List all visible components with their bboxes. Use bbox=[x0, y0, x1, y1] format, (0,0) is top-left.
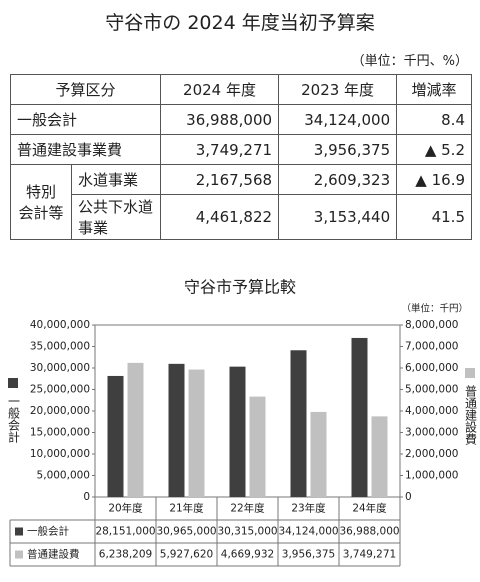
x-tick-label: 24年度 bbox=[352, 502, 387, 515]
cell: 公共下水道 事業 bbox=[71, 194, 161, 240]
bar bbox=[168, 363, 185, 497]
legend-swatch bbox=[15, 527, 23, 536]
cell: 36,988,000 bbox=[159, 104, 280, 135]
data-label: 5,927,620 bbox=[160, 549, 213, 561]
row: 特別 会計等 水道事業 2,167,568 2,609,323 ▲ 16.9 bbox=[10, 164, 472, 240]
y-tick-label: 0 bbox=[83, 491, 90, 503]
row: 普通建設事業費 3,749,271 3,956,375 ▲ 5.2 bbox=[10, 134, 472, 165]
y2-tick-label: 8,000,000 bbox=[405, 319, 458, 331]
y2-tick-label: 3,000,000 bbox=[405, 427, 458, 439]
y-axis-swatch bbox=[8, 378, 18, 388]
y-axis-title: 一般会計 bbox=[7, 395, 21, 443]
legend-swatch bbox=[15, 550, 23, 559]
cell: ▲ 5.2 bbox=[396, 134, 472, 165]
x-tick-label: 23年度 bbox=[291, 502, 326, 515]
bar bbox=[351, 337, 368, 497]
bar bbox=[229, 366, 246, 497]
y2-tick-label: 5,000,000 bbox=[405, 384, 458, 396]
cell: 3,956,375 bbox=[278, 134, 398, 165]
y2-tick-label: 4,000,000 bbox=[405, 405, 458, 417]
y2-axis-swatch bbox=[465, 368, 475, 378]
bar bbox=[249, 396, 266, 497]
y-tick-label: 10,000,000 bbox=[30, 448, 90, 460]
group-cell: 特別 会計等 bbox=[10, 164, 72, 240]
y2-axis-title: 普通建設費 bbox=[464, 385, 478, 445]
data-label: 34,124,000 bbox=[278, 526, 338, 538]
bar bbox=[127, 362, 144, 497]
row: 公共下水道 事業 4,461,822 3,153,440 41.5 bbox=[11, 194, 472, 240]
x-tick-label: 21年度 bbox=[169, 502, 204, 515]
cell: 4,461,822 bbox=[159, 194, 280, 240]
cell: ▲ 16.9 bbox=[396, 164, 472, 195]
data-label: 28,151,000 bbox=[95, 526, 155, 538]
budget-table: 予算区分 2024 年度 2023 年度 増減率 一般会計 36,988,000… bbox=[10, 74, 472, 240]
bar bbox=[188, 369, 205, 497]
cell: 34,124,000 bbox=[278, 104, 398, 135]
cell: 普通建設事業費 bbox=[10, 134, 161, 165]
data-label: 3,956,375 bbox=[282, 549, 335, 561]
bar bbox=[107, 375, 124, 497]
y2-tick-label: 7,000,000 bbox=[405, 341, 458, 353]
legend-label: 一般会計 bbox=[27, 525, 69, 538]
y-tick-label: 40,000,000 bbox=[30, 319, 90, 331]
y-tick-label: 5,000,000 bbox=[37, 470, 90, 482]
y-tick-label: 25,000,000 bbox=[30, 384, 90, 396]
data-label: 30,965,000 bbox=[156, 526, 216, 538]
header-row: 予算区分 2024 年度 2023 年度 増減率 bbox=[10, 74, 472, 105]
y2-tick-label: 6,000,000 bbox=[405, 362, 458, 374]
chart-unit: （単位：千円） bbox=[401, 303, 468, 315]
header-cell: 予算区分 bbox=[10, 74, 161, 105]
cell: 3,153,440 bbox=[278, 194, 398, 240]
header-cell: 増減率 bbox=[396, 74, 472, 105]
x-tick-label: 20年度 bbox=[108, 502, 143, 515]
cell: 2,609,323 bbox=[278, 164, 398, 195]
y2-tick-label: 2,000,000 bbox=[405, 448, 458, 460]
x-tick-label: 22年度 bbox=[230, 502, 265, 515]
header-cell: 2023 年度 bbox=[278, 74, 398, 105]
y2-tick-label: 0 bbox=[405, 491, 412, 503]
data-label: 3,749,271 bbox=[343, 549, 396, 561]
data-label: 6,238,209 bbox=[99, 549, 152, 561]
unit-note: （単位：千円、%） bbox=[351, 54, 468, 69]
row: 一般会計 36,988,000 34,124,000 8.4 bbox=[10, 104, 472, 135]
chart-title: 守谷市予算比較 bbox=[184, 278, 296, 297]
y-tick-label: 20,000,000 bbox=[30, 405, 90, 417]
data-label: 36,988,000 bbox=[339, 526, 399, 538]
y2-tick-label: 1,000,000 bbox=[405, 470, 458, 482]
cell: 41.5 bbox=[396, 194, 472, 240]
y-tick-label: 30,000,000 bbox=[30, 362, 90, 374]
cell: 3,749,271 bbox=[159, 134, 280, 165]
y-tick-label: 35,000,000 bbox=[30, 341, 90, 353]
cell: 一般会計 bbox=[10, 104, 161, 135]
data-label: 30,315,000 bbox=[217, 526, 277, 538]
legend-label: 普通建設費 bbox=[27, 548, 80, 561]
y-tick-label: 15,000,000 bbox=[30, 427, 90, 439]
title: 守谷市の 2024 年度当初予算案 bbox=[105, 12, 375, 34]
data-label: 4,669,932 bbox=[221, 549, 274, 561]
bar bbox=[371, 416, 388, 497]
bar bbox=[310, 411, 327, 497]
bar bbox=[290, 350, 307, 497]
